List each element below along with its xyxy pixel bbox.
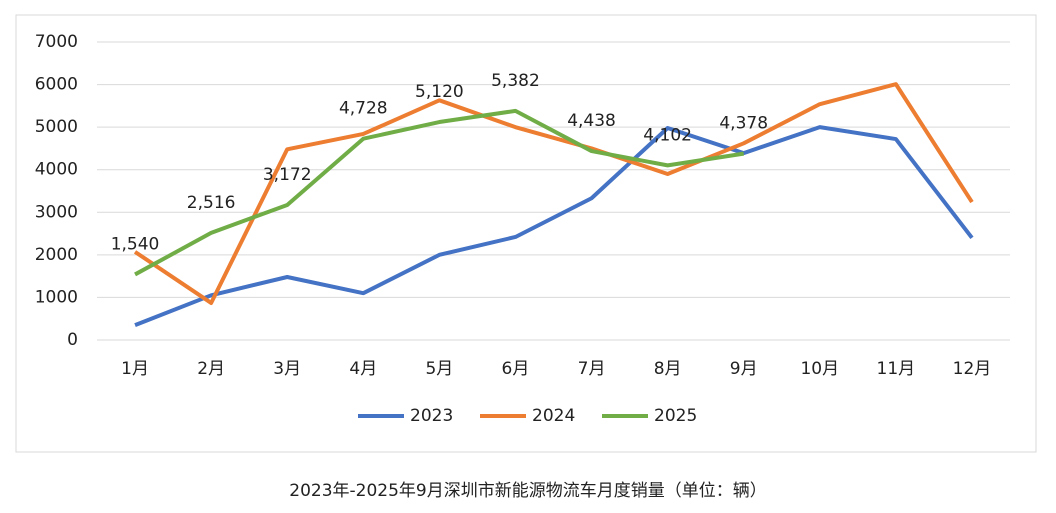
data-label: 4,728 — [339, 99, 388, 119]
y-tick-label: 6000 — [35, 75, 78, 95]
y-tick-label: 4000 — [35, 160, 78, 180]
legend-label: 2024 — [532, 406, 575, 426]
series-line — [134, 108, 745, 277]
legend-label: 2025 — [654, 406, 697, 426]
y-tick-label: 5000 — [35, 117, 78, 137]
x-tick-label: 8月 — [654, 359, 682, 379]
data-label: 3,172 — [263, 165, 312, 185]
data-label: 4,438 — [567, 111, 616, 131]
x-tick-label: 9月 — [730, 359, 758, 379]
x-tick-label: 1月 — [121, 359, 149, 379]
x-tick-label: 4月 — [349, 359, 377, 379]
data-label: 4,102 — [643, 125, 692, 145]
data-label: 1,540 — [111, 234, 160, 254]
y-tick-label: 2000 — [35, 245, 78, 265]
x-tick-label: 6月 — [502, 359, 530, 379]
series-line — [134, 125, 974, 327]
x-tick-label: 10月 — [800, 359, 839, 379]
series-line — [133, 82, 974, 305]
x-tick-label: 3月 — [273, 359, 301, 379]
chart-caption: 2023年-2025年9月深圳市新能源物流车月度销量（单位：辆） — [289, 481, 766, 501]
legend-label: 2023 — [410, 406, 453, 426]
y-tick-label: 0 — [67, 330, 78, 350]
data-label: 5,382 — [491, 71, 540, 91]
data-label: 4,378 — [719, 114, 768, 134]
data-label: 5,120 — [415, 82, 464, 102]
y-tick-label: 7000 — [35, 32, 78, 52]
y-tick-label: 3000 — [35, 202, 78, 222]
x-tick-label: 5月 — [425, 359, 453, 379]
x-tick-label: 12月 — [953, 359, 992, 379]
x-tick-label: 7月 — [578, 359, 606, 379]
x-tick-label: 2月 — [197, 359, 225, 379]
y-tick-label: 1000 — [35, 287, 78, 307]
data-label: 2,516 — [187, 193, 236, 213]
x-tick-label: 11月 — [877, 359, 916, 379]
